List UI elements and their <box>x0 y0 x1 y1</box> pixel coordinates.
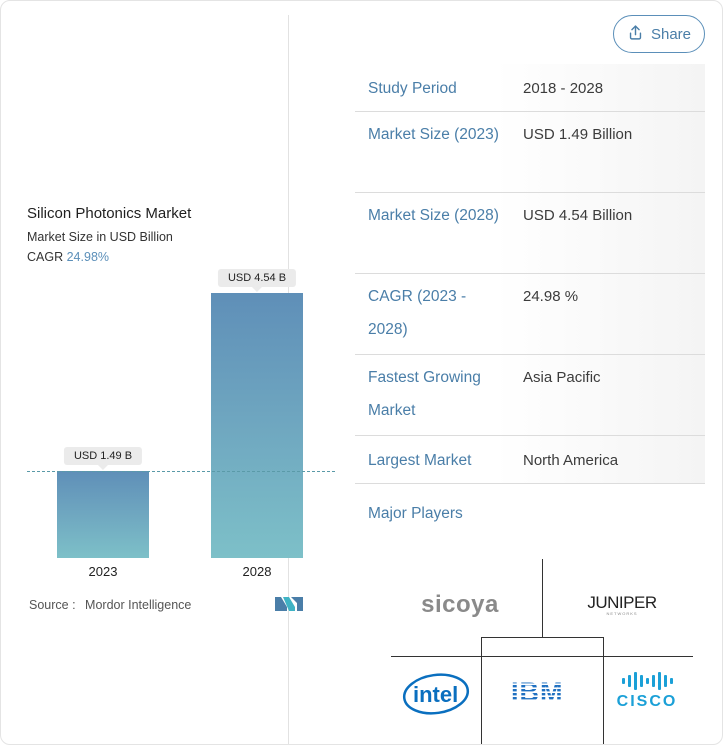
cisco-wordmark: CISCO <box>616 692 678 710</box>
logo-grid-line <box>481 637 603 638</box>
table-row: Market Size (2028) USD 4.54 Billion <box>355 193 705 274</box>
table-row: Fastest Growing Market Asia Pacific <box>355 355 705 436</box>
chart-cagr: CAGR 24.98% <box>27 250 109 264</box>
row-value: USD 1.49 Billion <box>523 126 633 143</box>
row-value: 2018 - 2028 <box>523 80 604 97</box>
logo-grid-line <box>391 656 693 657</box>
cagr-value: 24.98% <box>66 250 110 264</box>
table-row: CAGR (2023 - 2028) 24.98 % <box>355 274 705 355</box>
intel-logo: intel <box>401 669 471 717</box>
table-row: Major Players <box>355 484 705 544</box>
x-tick-label: 2028 <box>242 564 272 579</box>
chart-source: Source : Mordor Intelligence <box>29 598 191 612</box>
juniper-sub: NETWORKS <box>606 610 638 616</box>
chart-subtitle: Market Size in USD Billion <box>27 230 173 244</box>
market-info-table: Study Period 2018 - 2028 Market Size (20… <box>355 64 705 544</box>
cagr-label: CAGR <box>27 250 64 264</box>
row-key: Market Size (2028) <box>368 207 499 224</box>
cisco-bars-icon <box>621 671 673 690</box>
table-row: Market Size (2023) USD 1.49 Billion <box>355 112 705 193</box>
row-key: Study Period <box>368 80 457 97</box>
chart-bar <box>211 293 303 558</box>
row-key: Largest Market <box>368 452 472 469</box>
x-tick-label: 2023 <box>88 564 118 579</box>
row-key: Fastest Growing Market <box>368 369 481 419</box>
chart-bar <box>57 471 149 558</box>
row-value: 24.98 % <box>523 288 579 305</box>
share-label: Share <box>650 25 692 43</box>
chart-title: Silicon Photonics Market <box>27 205 192 222</box>
row-key: Major Players <box>368 505 463 522</box>
row-key: CAGR (2023 - 2028) <box>368 288 467 338</box>
row-value: North America <box>523 452 619 469</box>
logo-grid-line <box>481 637 482 744</box>
source-value: Mordor Intelligence <box>85 598 192 612</box>
juniper-logo: JUNIPER NETWORKS <box>577 589 667 619</box>
row-key: Market Size (2023) <box>368 126 499 143</box>
bar-data-label: USD 1.49 B <box>63 447 143 471</box>
mordor-intelligence-logo-icon <box>275 597 303 611</box>
juniper-wordmark: JUNIPER <box>587 592 657 612</box>
reference-dash-line <box>27 471 335 473</box>
ibm-wordmark: IBM <box>511 677 564 705</box>
bar-data-label: USD 4.54 B <box>217 269 297 292</box>
cisco-logo: CISCO <box>610 669 684 713</box>
table-row: Largest Market North America <box>355 436 705 484</box>
table-row: Study Period 2018 - 2028 <box>355 64 705 112</box>
logo-grid-line <box>542 559 543 637</box>
share-button[interactable]: Share <box>613 15 705 53</box>
sicoya-logo: sicoya <box>421 591 499 618</box>
row-value: Asia Pacific <box>523 369 601 386</box>
share-icon <box>627 24 644 45</box>
major-players-logos: sicoya JUNIPER NETWORKS intel IBM <box>355 557 722 744</box>
source-label: Source : <box>29 598 76 612</box>
ibm-logo: IBM <box>509 677 577 705</box>
bar-chart: USD 1.49 B 2023 USD 4.54 B 2028 <box>1 261 341 591</box>
intel-wordmark: intel <box>413 682 458 707</box>
row-value: USD 4.54 Billion <box>523 207 633 224</box>
logo-grid-line <box>603 637 604 744</box>
